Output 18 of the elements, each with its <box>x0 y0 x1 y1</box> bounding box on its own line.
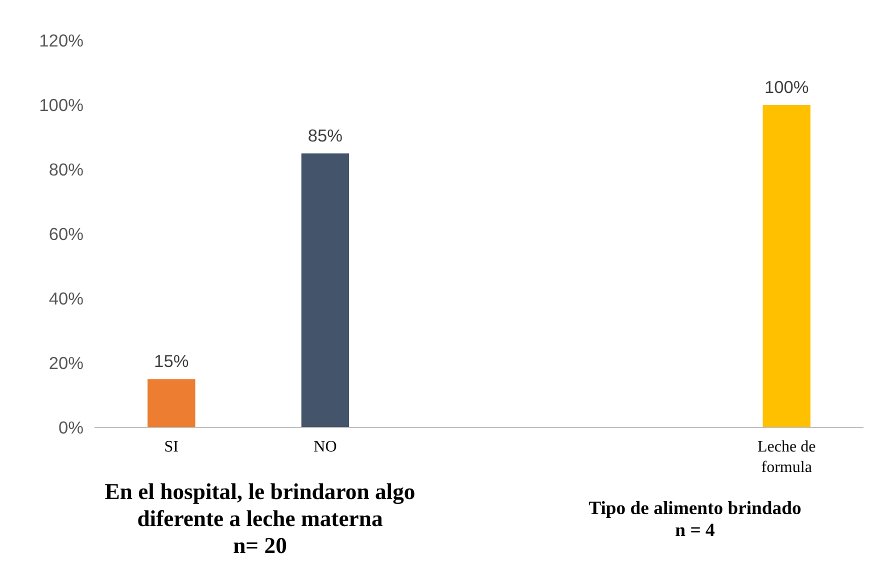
x-tick-label: NO <box>314 438 337 456</box>
bar <box>148 379 196 428</box>
y-tick-label: 0% <box>58 418 84 438</box>
x-tick-label: Leche de formula <box>758 438 816 476</box>
data-label: 85% <box>308 125 343 146</box>
y-tick-label: 20% <box>48 353 84 373</box>
y-tick-label: 40% <box>48 288 84 308</box>
data-label: 15% <box>154 351 189 372</box>
text: En el hospital, le brindaron algo diferente a leche materna n= 20 <box>104 478 416 560</box>
bar <box>762 105 810 428</box>
text: Tipo de alimento brindado n = 4 <box>588 498 802 543</box>
y-tick-label: 100% <box>39 95 84 115</box>
x-tick-label: SI <box>164 438 179 456</box>
y-tick-label: 120% <box>39 30 84 50</box>
data-label: 100% <box>764 77 809 97</box>
y-tick-label: 60% <box>48 224 84 244</box>
bar <box>301 153 350 428</box>
y-tick-label: 80% <box>48 160 84 180</box>
